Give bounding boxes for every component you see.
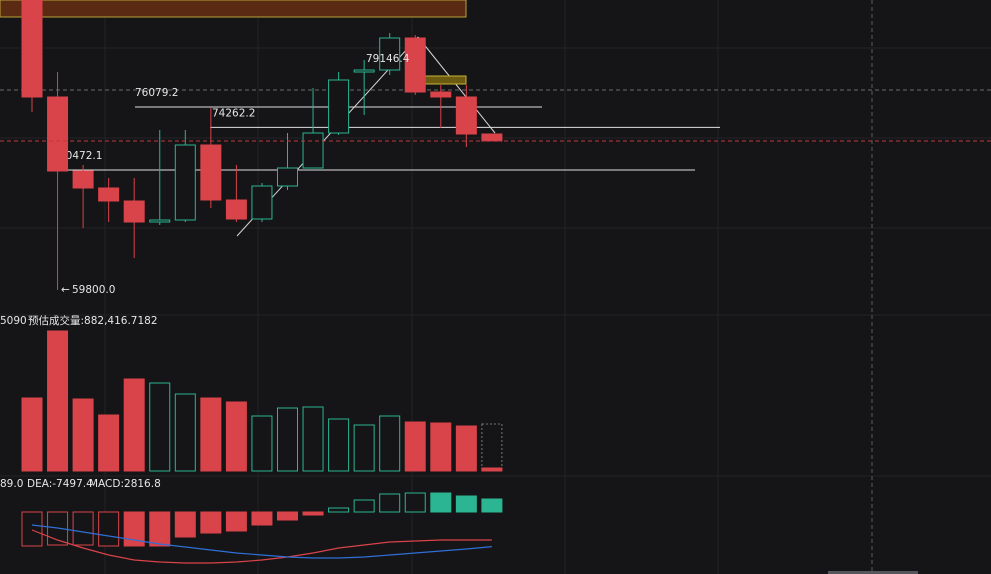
volume-bar — [277, 407, 298, 472]
candle-body — [200, 144, 222, 201]
volume-legend: 5090 — [0, 315, 27, 327]
candle-body — [481, 133, 503, 142]
macd-bar — [481, 498, 503, 513]
macd-bar — [379, 493, 401, 513]
highlight-zone — [0, 0, 467, 18]
volume-legend: 预估成交量:882,416.7182 — [28, 314, 158, 327]
volume-bar — [251, 415, 273, 472]
candle-body — [455, 96, 477, 135]
macd-bar — [225, 511, 247, 532]
macd-bar — [328, 507, 350, 513]
macd-bar — [21, 511, 43, 547]
candle-body — [21, 0, 43, 98]
macd-line — [31, 529, 492, 564]
volume-bar — [47, 330, 69, 472]
candle-body — [98, 187, 120, 202]
macd-bar — [174, 511, 196, 538]
candle-body — [328, 79, 350, 134]
volume-bar — [328, 418, 350, 472]
macd-bar — [353, 499, 375, 513]
macd-bar — [123, 511, 145, 547]
volume-bar — [200, 397, 222, 472]
candle-body — [379, 37, 401, 71]
macd-bar — [455, 495, 477, 513]
macd-bar — [302, 511, 324, 516]
price-label: 70472.1 — [59, 150, 102, 162]
candle-body — [174, 144, 196, 221]
price-label: 74262.2 — [212, 107, 255, 119]
macd-bar — [404, 492, 426, 513]
candle-body — [277, 167, 298, 187]
candle-body — [72, 170, 94, 189]
macd-legend: DEA:-7497.4 — [27, 478, 93, 490]
macd-bar — [98, 511, 120, 547]
macd-bar — [251, 511, 273, 526]
volume-placeholder — [481, 423, 503, 472]
volume-bar — [174, 393, 196, 472]
volume-bar — [481, 467, 503, 472]
high-label: 79146.4 — [366, 53, 410, 65]
candle-body — [149, 219, 171, 223]
trend-line — [417, 36, 496, 134]
macd-legend: 89.0 — [0, 478, 23, 490]
macd-bar — [200, 511, 222, 534]
volume-bar — [455, 425, 477, 472]
price-label: 76079.2 — [135, 87, 178, 99]
macd-legend: MACD:2816.8 — [89, 478, 161, 490]
low-label: 59800.0 — [72, 284, 115, 296]
volume-bar — [404, 421, 426, 472]
volume-bar — [98, 414, 120, 472]
volume-bar — [302, 406, 324, 472]
volume-bar — [379, 415, 401, 472]
volume-bar — [430, 422, 452, 472]
volume-bar — [72, 398, 94, 472]
macd-bar — [430, 492, 452, 513]
scrollbar — [828, 571, 918, 574]
volume-bar — [123, 378, 145, 472]
volume-bar — [21, 397, 43, 472]
macd-bar — [149, 511, 171, 547]
candle-body — [404, 37, 426, 93]
volume-bar — [225, 401, 247, 472]
macd-bar — [277, 511, 298, 521]
low-arrow: ← — [61, 284, 70, 296]
macd-bar — [72, 511, 94, 546]
candle-body — [225, 199, 247, 220]
candle-body — [47, 96, 69, 172]
volume-bar — [149, 382, 171, 472]
macd-line — [31, 524, 492, 559]
candle-body — [123, 200, 145, 223]
candle-body — [430, 91, 452, 98]
candle-body — [302, 132, 324, 169]
candle-body — [353, 69, 375, 73]
candle-body — [251, 185, 273, 220]
volume-bar — [353, 424, 375, 472]
